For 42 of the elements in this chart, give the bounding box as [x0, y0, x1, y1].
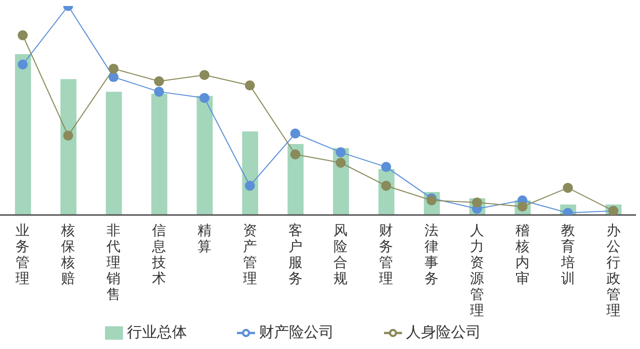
x-tick-label: 风险合规 — [334, 223, 348, 287]
legend-label: 行业总体 — [127, 323, 187, 341]
point — [381, 180, 392, 191]
x-tick-label: 资产管理 — [242, 223, 257, 287]
bar — [106, 92, 122, 215]
point — [108, 64, 119, 74]
x-tick-label: 财务管理 — [379, 223, 394, 287]
bar — [196, 96, 213, 215]
point — [154, 76, 164, 86]
legend-label: 人身险公司 — [406, 323, 481, 341]
point — [154, 86, 164, 97]
point — [244, 180, 255, 191]
x-tick-label: 非代理销售 — [106, 223, 121, 303]
point — [63, 130, 74, 141]
bar — [151, 94, 168, 215]
point — [336, 147, 346, 158]
point — [381, 162, 392, 172]
point — [290, 149, 300, 160]
x-tick-label: 人力资源管理 — [470, 223, 484, 319]
x-tick-label: 办公行政管理 — [606, 223, 620, 319]
bar — [288, 144, 304, 215]
point — [244, 80, 255, 90]
point — [18, 60, 28, 70]
x-tick-label: 精算 — [197, 223, 212, 255]
point — [562, 182, 573, 193]
x-tick-label: 法律事务 — [424, 223, 439, 287]
point — [290, 128, 300, 138]
bar — [242, 131, 258, 215]
legend-label: 财产险公司 — [259, 323, 334, 341]
x-tick-label: 核保核赔 — [60, 223, 76, 287]
x-tick-label: 客户服务 — [288, 223, 302, 287]
x-tick-label: 业务管理 — [16, 223, 30, 287]
bar — [60, 79, 76, 215]
x-tick-label: 稽核内审 — [514, 223, 530, 287]
bar — [15, 54, 31, 215]
x-tick-label: 教育培训 — [560, 223, 575, 287]
point — [199, 92, 210, 103]
point — [18, 30, 28, 40]
point — [336, 158, 346, 168]
x-tick-label: 信息技术 — [151, 223, 166, 287]
point — [108, 72, 119, 82]
point — [199, 70, 210, 80]
